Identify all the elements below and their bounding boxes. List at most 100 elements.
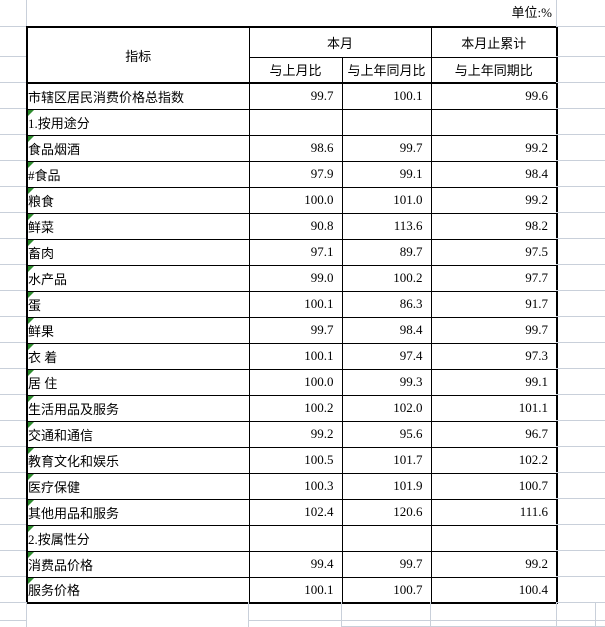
row-value-cell[interactable]: 99.4 xyxy=(248,550,343,578)
row-value-cell[interactable]: 99.0 xyxy=(248,264,343,292)
row-value-cell[interactable]: 111.6 xyxy=(430,498,558,526)
header-vs-same-month-last-year[interactable]: 与上年同月比 xyxy=(341,56,432,84)
row-value-cell[interactable]: 89.7 xyxy=(341,238,432,266)
row-label-cell[interactable]: 畜肉 xyxy=(26,238,250,266)
row-label-cell[interactable]: 2.按属性分 xyxy=(26,524,250,552)
row-value-cell[interactable]: 99.1 xyxy=(430,368,558,396)
row-value-cell[interactable]: 99.7 xyxy=(341,134,432,162)
row-label-cell[interactable]: 医疗保健 xyxy=(26,472,250,500)
row-value-cell[interactable]: 97.3 xyxy=(430,342,558,370)
row-label-cell[interactable]: 教育文化和娱乐 xyxy=(26,446,250,474)
header-vs-last-month[interactable]: 与上月比 xyxy=(248,56,343,84)
gridline xyxy=(0,472,26,473)
row-label-cell[interactable]: 鲜菜 xyxy=(26,212,250,240)
row-value-cell[interactable]: 97.9 xyxy=(248,160,343,188)
row-value-cell[interactable]: 99.2 xyxy=(430,134,558,162)
row-value-cell[interactable]: 98.2 xyxy=(430,212,558,240)
row-value-cell[interactable]: 101.0 xyxy=(341,186,432,214)
row-value-cell[interactable]: 100.7 xyxy=(430,472,558,500)
gridline xyxy=(0,238,26,239)
row-label-cell[interactable]: 消费品价格 xyxy=(26,550,250,578)
row-value-cell[interactable]: 100.5 xyxy=(248,446,343,474)
row-value-cell[interactable]: 99.7 xyxy=(430,316,558,344)
row-value-cell[interactable]: 97.4 xyxy=(341,342,432,370)
row-label-cell[interactable]: 交通和通信 xyxy=(26,420,250,448)
row-value-cell[interactable]: 97.7 xyxy=(430,264,558,292)
row-label-cell[interactable]: 衣 着 xyxy=(26,342,250,370)
row-label-cell[interactable]: 食品烟酒 xyxy=(26,134,250,162)
row-value-cell[interactable]: 95.6 xyxy=(341,420,432,448)
header-indicator[interactable]: 指标 xyxy=(26,26,250,84)
row-label-cell[interactable]: 居 住 xyxy=(26,368,250,396)
header-vs-same-period-last-year[interactable]: 与上年同期比 xyxy=(430,56,558,84)
row-value-cell[interactable]: 100.1 xyxy=(248,290,343,318)
row-label-cell[interactable]: 生活用品及服务 xyxy=(26,394,250,422)
gridline xyxy=(0,82,26,83)
header-cumulative[interactable]: 本月止累计 xyxy=(430,26,558,58)
row-value-cell[interactable]: 99.7 xyxy=(341,550,432,578)
row-value-cell[interactable]: 99.1 xyxy=(341,160,432,188)
row-value-cell[interactable]: 100.0 xyxy=(248,186,343,214)
row-label-cell[interactable]: 其他用品和服务 xyxy=(26,498,250,526)
row-value-cell[interactable]: 91.7 xyxy=(430,290,558,318)
gridline xyxy=(0,576,26,577)
row-label-cell[interactable]: 水产品 xyxy=(26,264,250,292)
row-value-cell[interactable]: 101.9 xyxy=(341,472,432,500)
gridline xyxy=(0,186,26,187)
row-value-cell[interactable]: 99.2 xyxy=(248,420,343,448)
row-value-cell[interactable]: 99.7 xyxy=(248,82,343,110)
row-value-cell[interactable] xyxy=(430,524,558,552)
row-value-cell[interactable] xyxy=(430,108,558,136)
row-value-cell[interactable]: 100.2 xyxy=(248,394,343,422)
row-value-cell[interactable]: 99.2 xyxy=(430,186,558,214)
row-value-cell[interactable] xyxy=(248,108,343,136)
row-label-cell[interactable]: 市辖区居民消费价格总指数 xyxy=(26,82,250,110)
gridline xyxy=(0,342,26,343)
row-value-cell[interactable]: 100.4 xyxy=(430,576,558,604)
row-value-cell[interactable]: 100.7 xyxy=(341,576,432,604)
row-value-cell[interactable]: 98.4 xyxy=(341,316,432,344)
row-label-cell[interactable]: 蛋 xyxy=(26,290,250,318)
row-value-cell[interactable]: 100.1 xyxy=(341,82,432,110)
row-value-cell[interactable] xyxy=(248,524,343,552)
row-value-cell[interactable]: 99.6 xyxy=(430,82,558,110)
row-value-cell[interactable]: 90.8 xyxy=(248,212,343,240)
header-this-month[interactable]: 本月 xyxy=(248,26,432,58)
row-value-cell[interactable]: 113.6 xyxy=(341,212,432,240)
row-label-cell[interactable]: 鲜果 xyxy=(26,316,250,344)
row-value-cell[interactable]: 120.6 xyxy=(341,498,432,526)
row-value-cell[interactable] xyxy=(341,108,432,136)
gridline xyxy=(556,0,557,26)
row-value-cell[interactable]: 86.3 xyxy=(341,290,432,318)
row-value-cell[interactable]: 97.5 xyxy=(430,238,558,266)
row-value-cell[interactable]: 100.2 xyxy=(341,264,432,292)
row-value-cell[interactable]: 100.1 xyxy=(248,576,343,604)
gridline xyxy=(0,264,26,265)
row-value-cell[interactable]: 100.1 xyxy=(248,342,343,370)
row-label-cell[interactable]: #食品 xyxy=(26,160,250,188)
gridline xyxy=(556,82,605,83)
row-value-cell[interactable]: 99.7 xyxy=(248,316,343,344)
gridline xyxy=(556,160,605,161)
row-value-cell[interactable]: 100.0 xyxy=(248,368,343,396)
row-label-cell[interactable]: 服务价格 xyxy=(26,576,250,604)
gridline xyxy=(0,550,26,551)
row-value-cell[interactable]: 102.0 xyxy=(341,394,432,422)
row-value-cell[interactable]: 98.6 xyxy=(248,134,343,162)
table-row: 医疗保健 100.3 101.9 100.7 xyxy=(26,472,558,500)
row-label-cell[interactable]: 粮食 xyxy=(26,186,250,214)
row-value-cell[interactable]: 101.1 xyxy=(430,394,558,422)
row-label-cell[interactable]: 1.按用途分 xyxy=(26,108,250,136)
row-value-cell[interactable]: 102.4 xyxy=(248,498,343,526)
row-value-cell[interactable]: 99.2 xyxy=(430,550,558,578)
row-value-cell[interactable] xyxy=(341,524,432,552)
row-value-cell[interactable]: 100.3 xyxy=(248,472,343,500)
row-value-cell[interactable]: 99.3 xyxy=(341,368,432,396)
row-value-cell[interactable]: 102.2 xyxy=(430,446,558,474)
row-value-cell[interactable]: 101.7 xyxy=(341,446,432,474)
gridline xyxy=(556,26,605,27)
row-value-cell[interactable]: 97.1 xyxy=(248,238,343,266)
row-value-cell[interactable]: 96.7 xyxy=(430,420,558,448)
table-row: 水产品 99.0 100.2 97.7 xyxy=(26,264,558,292)
row-value-cell[interactable]: 98.4 xyxy=(430,160,558,188)
